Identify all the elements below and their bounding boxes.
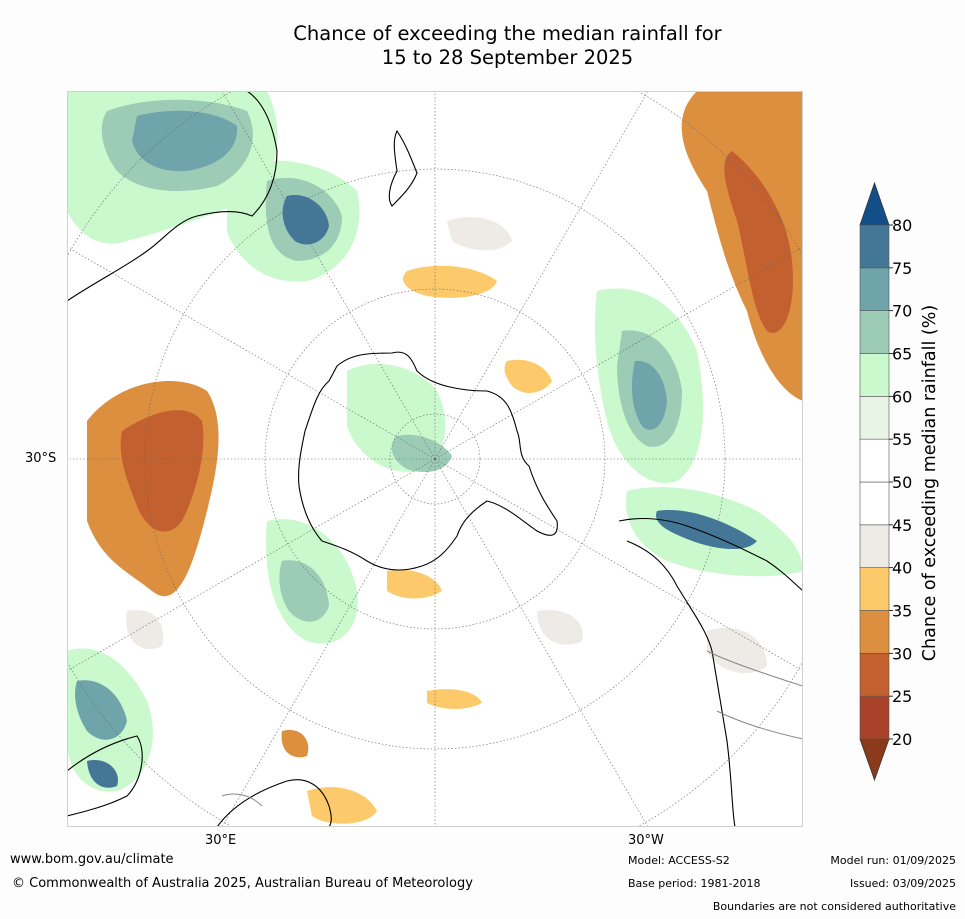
antarctica-coastline [298,351,558,571]
meridian-150w [434,91,649,460]
meridian-30w [434,458,649,827]
lat-label-30s: 30°S [25,451,57,466]
dry-patch-south-pacific [403,265,497,298]
footer-model: Model: ACCESS-S2 [628,854,730,867]
new-zealand-coastline [388,129,418,207]
meridian-60w [434,458,803,672]
wet-core-africa-dark [87,760,118,788]
neutral-patch-1 [447,217,512,251]
colorbar-tick-label: 50 [892,473,912,492]
graticule [67,91,803,827]
dry-patch-central [504,359,552,393]
colorbar-band [859,481,890,526]
colorbar-tick-label: 30 [892,644,912,663]
colorbar-tick-label: 70 [892,302,912,321]
colorbar-band [859,695,890,740]
colorbar-tick-label: 65 [892,345,912,364]
lat-circle-60s [264,288,606,630]
meridian-30e [221,458,436,827]
footer-disclaimer: Boundaries are not considered authoritat… [712,900,956,913]
colorbar-band [859,310,890,354]
boundary-south-america-2 [716,710,803,740]
lat-circle-75s [389,413,481,505]
boundary-africa [221,793,263,807]
dry-core-west-indian-ocean [120,410,204,532]
footer-base-period: Base period: 1981-2018 [628,877,761,890]
footer-issued: Issued: 03/09/2025 [849,877,956,890]
colorbar-band [859,524,890,568]
rainfall-field [67,91,803,824]
africa-south-coastline [216,779,332,827]
colorbar: 20 25 30 35 40 45 50 55 60 65 70 75 80 [859,181,912,782]
colorbar-tick-label: 60 [892,387,912,406]
colorbar-tick-label: 40 [892,559,912,578]
colorbar-label: Chance of exceeding median rainfall (%) [920,304,940,662]
map-frame [67,91,803,827]
lat-circle-45s [144,168,726,750]
title-line-1: Chance of exceeding the median rainfall … [293,22,722,45]
colorbar-tick-label: 25 [892,687,912,706]
colorbar-band [859,438,890,483]
wet-core-tasman-dark [282,195,329,245]
wet-core-australia-dark [132,110,238,172]
meridian-150e [221,91,436,460]
dry-patch-south-atlantic [387,569,442,599]
colorbar-band [859,396,890,440]
colorbar-tick-label: 20 [892,730,912,749]
meridian-120w [434,246,803,460]
colorbar-tick-label: 45 [892,516,912,535]
chart-title: Chance of exceeding the median rainfall … [0,22,965,70]
colorbar-band [859,610,890,654]
colorbar-band [859,224,890,269]
colorbar-tick-label: 75 [892,259,912,278]
meridian-120e [67,246,436,460]
africa-coastline [67,735,143,817]
south-america-west-coastline [626,540,736,827]
boundary-south-america-1 [706,650,803,687]
colorbar-band [859,567,890,611]
wet-core-drake [656,510,757,550]
colorbar-extend-low [859,738,890,782]
colorbar-tick-label: 80 [892,216,912,235]
colorbar-band [859,653,890,697]
wet-core-indian-south [279,560,329,622]
footer-copyright: © Commonwealth of Australia 2025, Austra… [12,876,473,891]
neutral-patch-4 [126,610,163,650]
title-line-2: 15 to 28 September 2025 [381,46,634,69]
country-boundaries [221,650,803,807]
footer-model-run: Model run: 01/09/2025 [830,854,956,867]
colorbar-tick-label: 35 [892,602,912,621]
lon-label-30w: 30°W [628,833,664,848]
rainfall-map[interactable] [67,91,803,827]
colorbar-band [859,353,890,397]
dry-core-northeast-pacific [724,151,793,333]
neutral-patch-3 [707,627,767,674]
wet-core-south-atlantic-dark [631,360,667,430]
colorbar-extend-high [859,181,890,226]
colorbar-tick-label: 55 [892,430,912,449]
wet-core-africa [75,680,127,740]
footer-website[interactable]: www.bom.gov.au/climate [10,852,174,867]
neutral-patch-2 [537,610,583,645]
australia-coastline [67,91,278,302]
dry-patch-southern-indian [281,730,309,758]
meridian-60e [67,458,436,672]
colorbar-band [859,267,890,311]
lon-label-30e: 30°E [205,833,237,848]
dry-patch-lower [427,689,482,709]
coastlines [67,91,803,827]
south-america-coastline [618,517,803,592]
